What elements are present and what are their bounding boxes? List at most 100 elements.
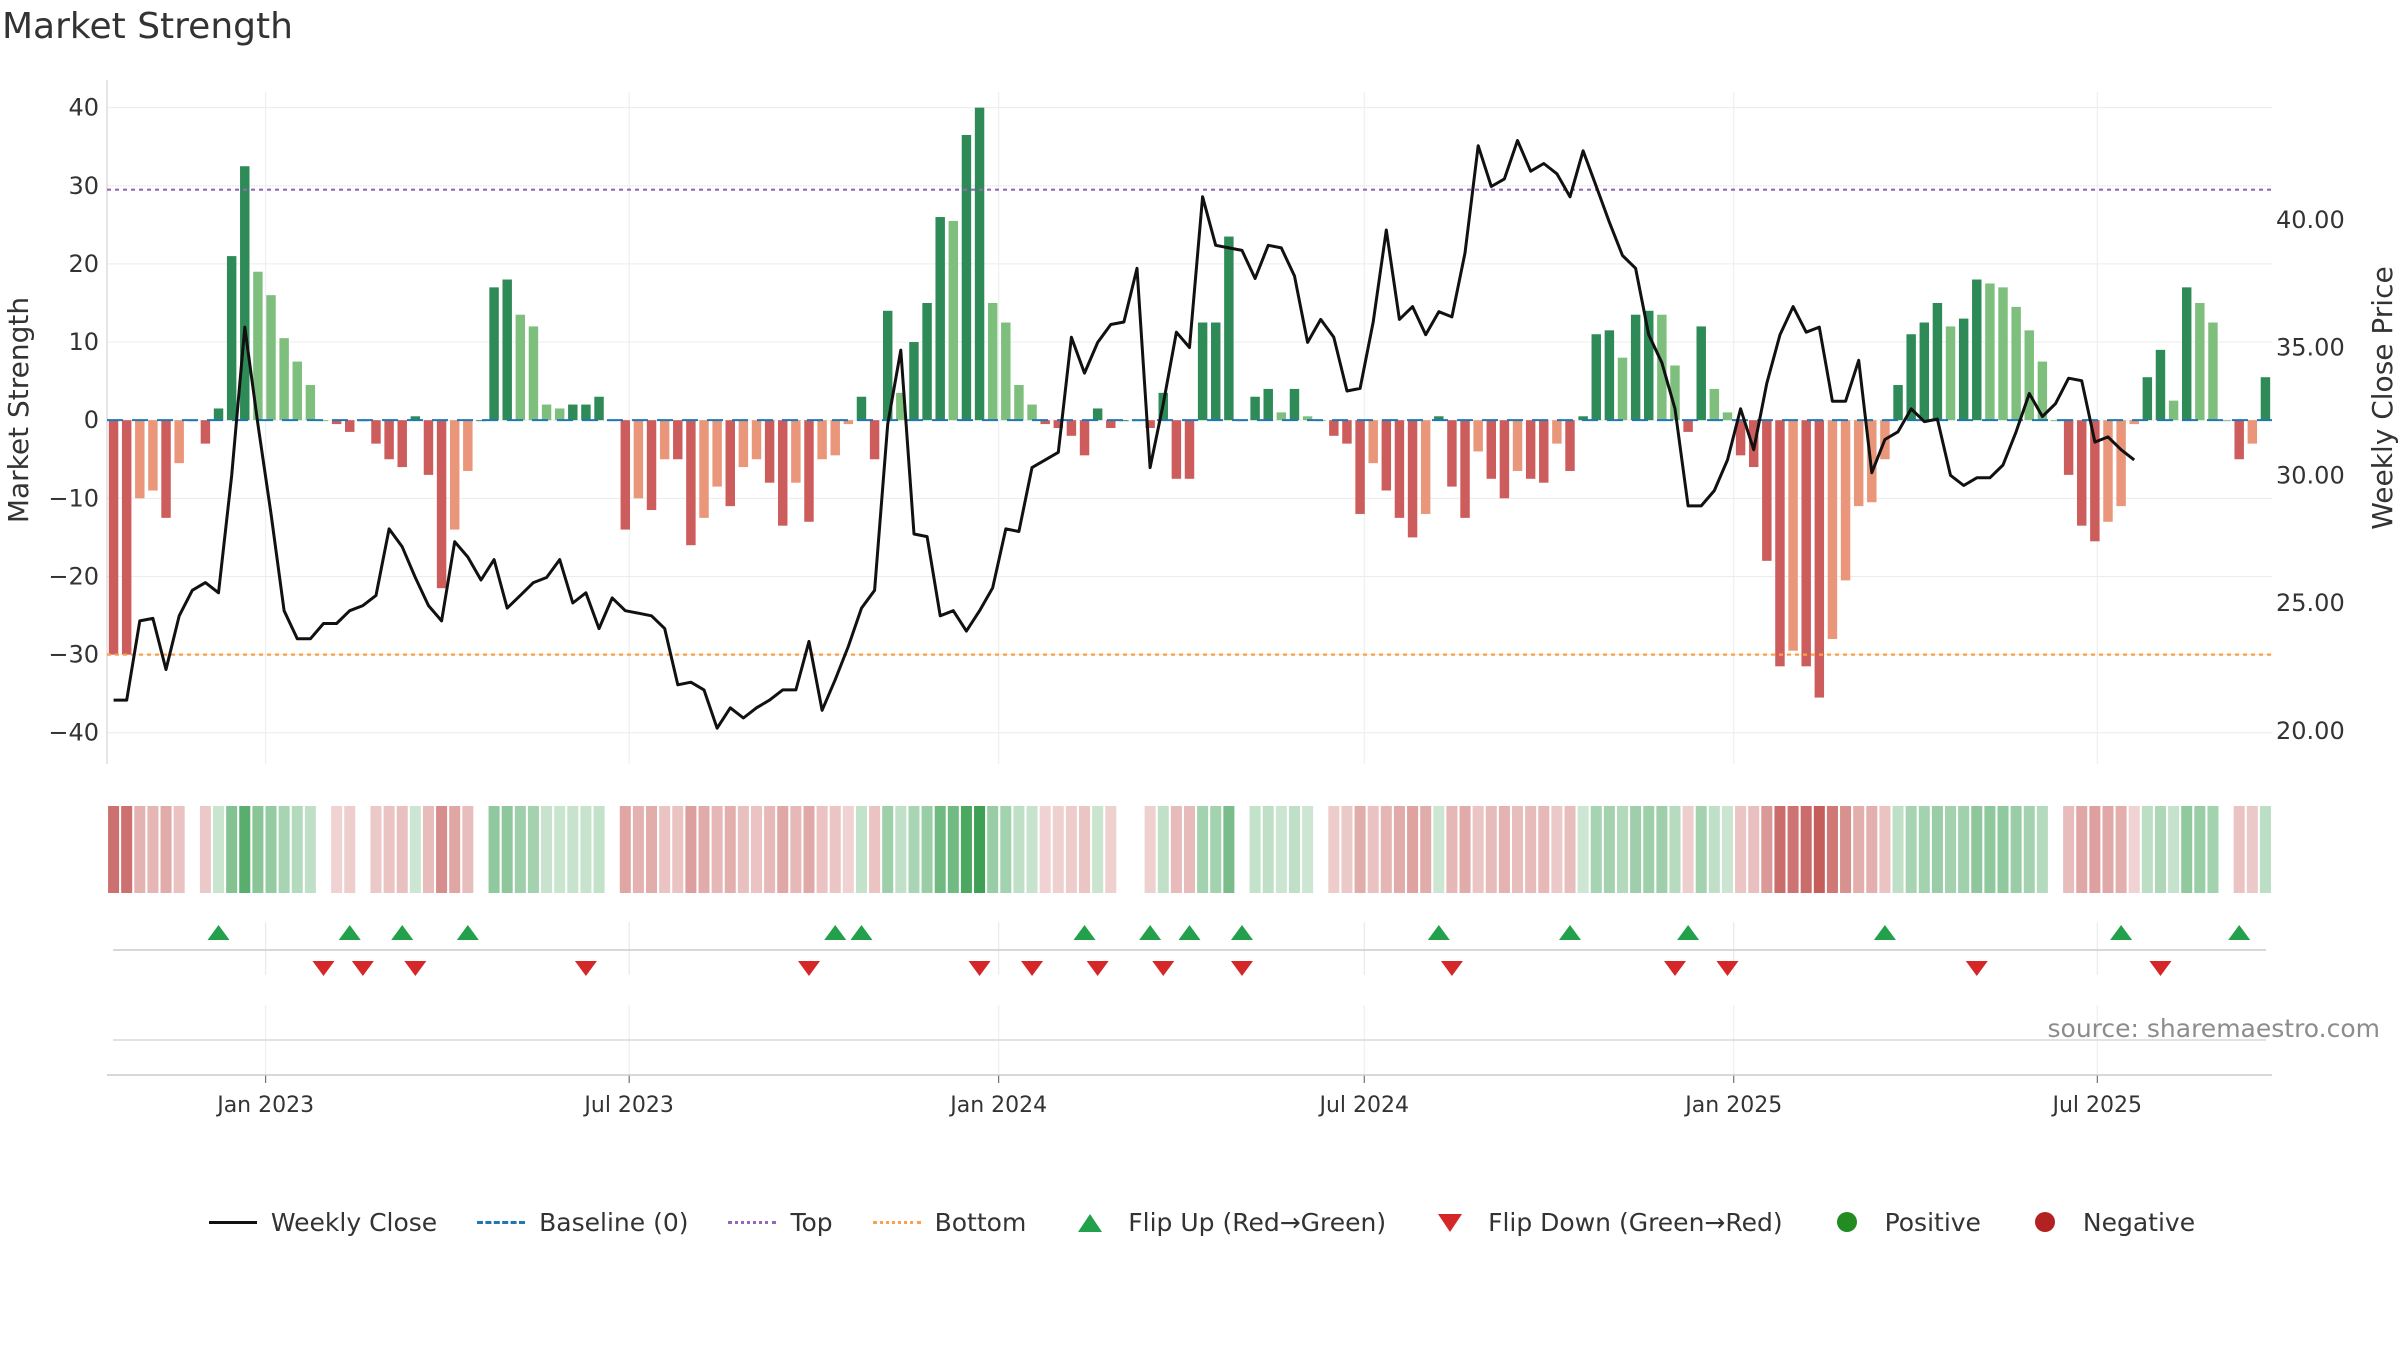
heat-cell [2207, 806, 2219, 893]
legend-label-flip-down: Flip Down (Green→Red) [1488, 1207, 1783, 1237]
strength-bar [279, 338, 289, 421]
strength-bar [1814, 420, 1825, 698]
heat-cell [239, 806, 251, 893]
strength-bar [2168, 400, 2179, 421]
strength-bar [1460, 420, 1470, 518]
strength-bar [738, 420, 749, 468]
strength-bar [1788, 420, 1798, 651]
legend-item-weekly-close[interactable]: Weekly Close [205, 1208, 437, 1237]
heat-cell [1538, 806, 1550, 893]
heat-cell [1695, 806, 1707, 893]
strength-bar [253, 271, 263, 421]
flip-up-marker [391, 925, 414, 940]
heat-cell [646, 806, 658, 893]
heat-cell [580, 806, 592, 893]
heat-cell [1945, 806, 1957, 893]
heat-cell [1249, 806, 1261, 893]
strength-bar [1985, 283, 1995, 421]
heat-cell [1905, 806, 1917, 893]
heat-cell [1079, 806, 1091, 893]
strength-bar [1683, 420, 1693, 432]
heat-cell [711, 806, 723, 893]
strength-bar [1578, 416, 1588, 421]
heat-cell [1971, 806, 1983, 893]
strength-bar [856, 396, 867, 421]
strength-bar [541, 404, 552, 421]
heat-cell [1262, 806, 1274, 893]
heat-cell [855, 806, 867, 893]
heat-cell [2102, 806, 2114, 893]
flip-up-marker [1139, 925, 1162, 940]
legend-label-baseline: Baseline (0) [539, 1207, 689, 1237]
heat-cell [1302, 806, 1314, 893]
legend-label-positive: Positive [1884, 1207, 1981, 1237]
strength-bar [869, 420, 880, 460]
strength-bar [1447, 420, 1457, 487]
heat-cell [409, 806, 421, 893]
heat-cell [1170, 806, 1182, 893]
heat-cell [121, 806, 133, 893]
strength-bar [1762, 420, 1772, 561]
strength-bar [2077, 420, 2087, 526]
strength-bar [2116, 420, 2126, 507]
heat-cell [869, 806, 881, 893]
y-tick-label: −40 [48, 719, 99, 747]
legend-item-flip-down[interactable]: Flip Down (Green→Red) [1422, 1208, 1783, 1237]
heat-cell [449, 806, 461, 893]
heat-cell [1459, 806, 1471, 893]
y2-tick-label: 20.00 [2276, 717, 2345, 745]
heat-cell [160, 806, 172, 893]
strength-bar [423, 420, 434, 475]
flip-up-marker [1178, 925, 1201, 940]
flip-down-marker [1440, 961, 1463, 976]
legend-item-positive[interactable]: Positive [1819, 1208, 1981, 1237]
strength-bar [2155, 349, 2166, 421]
legend-item-top[interactable]: Top [724, 1208, 833, 1237]
legend-label-flip-up: Flip Up (Red→Green) [1128, 1207, 1387, 1237]
heat-cell [1603, 806, 1615, 893]
heat-cell [1039, 806, 1051, 893]
heat-cell [2063, 806, 2075, 893]
legend-item-bottom[interactable]: Bottom [869, 1208, 1026, 1237]
heat-cell [1826, 806, 1838, 893]
strength-bar [528, 326, 539, 421]
strength-bar [2050, 420, 2061, 422]
strength-bar [830, 420, 840, 456]
strength-bar [371, 420, 381, 444]
legend-item-baseline[interactable]: Baseline (0) [473, 1207, 689, 1237]
heat-cell [1669, 806, 1681, 893]
heat-cell [422, 806, 434, 893]
strength-bar [2195, 302, 2205, 421]
x-tick-label: Jul 2023 [582, 1093, 674, 1118]
legend-item-flip-up[interactable]: Flip Up (Red→Green) [1062, 1208, 1386, 1237]
dotted-line-icon [724, 1212, 780, 1232]
flip-up-marker [207, 925, 230, 940]
strength-bar [476, 420, 486, 422]
strength-bar [1224, 236, 1234, 421]
heat-cell [1498, 806, 1510, 893]
heat-cell [1380, 806, 1392, 893]
heat-cell [1984, 806, 1996, 893]
heat-cell [541, 806, 553, 893]
heat-cell [2181, 806, 2193, 893]
strength-bar [2129, 420, 2139, 425]
strength-bar [1119, 420, 1129, 422]
strength-bar [397, 420, 407, 468]
heat-cell [1853, 806, 1865, 893]
y2-tick-label: 30.00 [2276, 461, 2345, 489]
strength-bar [843, 420, 854, 425]
flip-down-marker [2149, 961, 2172, 976]
strength-bar [1197, 322, 1208, 421]
heat-cell [1761, 806, 1773, 893]
flip-down-marker [1152, 961, 1175, 976]
strength-bar [633, 420, 644, 499]
heat-cell [1157, 806, 1169, 893]
flip-up-marker [1559, 925, 1582, 940]
strength-bar [1525, 420, 1536, 479]
strength-bar [266, 295, 276, 421]
strength-bar [410, 416, 421, 421]
legend-item-negative[interactable]: Negative [2017, 1208, 2195, 1237]
heat-cell [2141, 806, 2153, 893]
strength-bar [174, 420, 184, 464]
